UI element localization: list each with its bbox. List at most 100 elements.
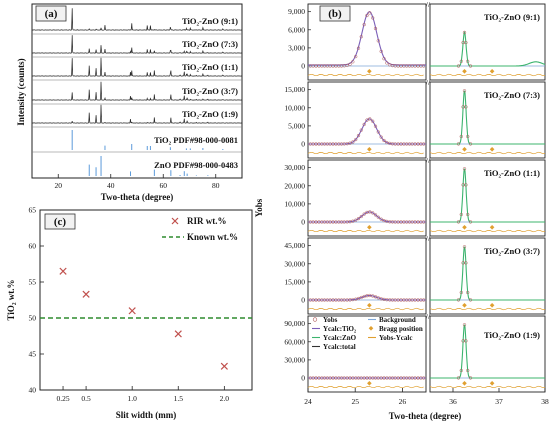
yobs-point	[466, 59, 470, 63]
yobs-point	[356, 296, 361, 301]
row-frame-left	[307, 159, 427, 237]
panel-b-letter-box	[319, 5, 351, 22]
yobs-point	[459, 212, 463, 217]
y-tick-label: 55	[29, 278, 37, 287]
rir-point-1	[59, 267, 67, 275]
y-tick-label: 45	[29, 350, 37, 359]
yobs-ycalc-left	[307, 229, 424, 233]
yobs-point	[376, 296, 380, 300]
axis-break: //	[426, 0, 431, 9]
yobs-ycalc-left	[307, 385, 424, 389]
ycalc-zno-curve	[430, 30, 546, 67]
legend-marker-yobs	[312, 317, 318, 322]
legend-label-2: Background	[379, 316, 416, 324]
y-tick-label: 40	[29, 386, 37, 395]
panel-c-plot: 40 45 50 55 60 65 0.25 0.5 1.0 1.5 2.0 RIR wt.% Know…	[29, 206, 252, 403]
yobs-point	[462, 30, 467, 35]
y-tick-label: 0	[301, 62, 305, 71]
xrd-pattern-2	[31, 35, 243, 54]
legend-label-6: Yobs-Ycalc	[379, 334, 412, 342]
yobs-point	[468, 298, 473, 302]
row-label-2: TiO₂-ZnO (7:3)	[484, 90, 540, 100]
y-tick-label: 0	[301, 296, 305, 305]
panel-a-letter-box	[35, 5, 67, 22]
yobs-point	[456, 298, 461, 302]
panel-a-pattern-labels: TiO₂-ZnO (9:1) TiO₂-ZnO (7:3) TiO₂-ZnO (1:…	[154, 16, 238, 170]
legend-marker-bragg	[368, 326, 374, 331]
x-tick-label: 60	[160, 181, 168, 190]
yobs-point	[348, 62, 352, 66]
panel-b-row-3: 0 10,000 20,000 30,000 TiO₂-ZnO (1:1) //	[284, 156, 546, 237]
x-tick-label: 20	[55, 181, 63, 190]
yobs-point	[462, 245, 467, 249]
rir-point-stroke	[82, 290, 90, 298]
legend-label-5: Ycalc:ZnO	[323, 334, 357, 342]
axis-break: //	[426, 78, 431, 87]
yobs-point	[356, 46, 361, 50]
panel-a-ylabel: Intensity (counts)	[16, 58, 26, 125]
row-label-5: TiO₂-ZnO (1:9)	[484, 330, 540, 340]
panel-b-ylabel: Yobs	[254, 198, 264, 217]
row-frame-right	[429, 3, 546, 81]
pattern-label-5: TiO₂-ZnO (1:9)	[182, 109, 238, 119]
row-frame-right	[429, 159, 546, 237]
y-tick-label: 60,000	[284, 337, 305, 346]
rir-point-5	[220, 362, 228, 370]
xrd-pattern-1	[31, 8, 243, 31]
yobs-point	[356, 133, 361, 138]
y-tick-label: 10,000	[284, 103, 305, 112]
yobs-point	[459, 290, 463, 295]
x-tick-label: 80	[212, 181, 220, 190]
yobs-point	[362, 22, 366, 27]
rir-point-stroke	[174, 330, 182, 338]
yobs-ycalc-left	[307, 73, 424, 77]
x-tick-label: 37	[495, 397, 503, 406]
bragg-zno-2-marker	[489, 69, 495, 74]
yobs-point	[466, 290, 470, 295]
panel-b-row-4: 0 15,000 30,000 45,000 TiO₂-ZnO (3:7) //	[284, 234, 546, 315]
yobs-point	[464, 339, 468, 343]
rir-point-4	[174, 330, 182, 338]
x-tick-label: 25	[351, 397, 359, 406]
row-frame-left	[307, 81, 427, 159]
xrd-pattern-4	[31, 81, 243, 101]
y-tick-label: 90,000	[284, 319, 305, 328]
y-tick-label: 50	[29, 314, 37, 323]
yobs-point	[362, 122, 366, 127]
yobs-point	[348, 141, 352, 145]
row-frame-left	[307, 237, 427, 315]
panel-c-letter: (c)	[54, 216, 67, 228]
panel-c-xlabel: Slit width (mm)	[116, 410, 177, 420]
rir-point-3	[128, 307, 136, 315]
yobs-point	[345, 63, 349, 68]
bragg-zno-marker	[462, 69, 467, 74]
bragg-tio2-marker	[367, 225, 372, 230]
bragg-zno-2-marker	[489, 303, 495, 308]
yobs-point	[376, 39, 380, 43]
axis-break: //	[426, 156, 431, 165]
yobs-point	[351, 140, 355, 144]
panel-c-ylabel: TiO₂ wt.%	[6, 279, 16, 320]
x-tick-label: 0.25	[56, 394, 69, 403]
row-frame-left	[307, 315, 427, 393]
legend-label-1: Yobs	[323, 316, 338, 324]
legend-label-rir: RIR wt.%	[187, 216, 227, 226]
yobs-point	[459, 134, 463, 139]
yobs-point	[456, 376, 461, 380]
y-tick-label: 15,000	[284, 277, 305, 286]
yobs-point	[373, 295, 378, 299]
panel-c: 40 45 50 55 60 65 0.25 0.5 1.0 1.5 2.0 RIR wt.% Know…	[6, 206, 253, 420]
yobs-point	[368, 210, 372, 214]
yobs-point	[373, 213, 378, 217]
yobs-point	[459, 368, 463, 373]
yobs-ycalc-left	[307, 151, 424, 155]
bragg-tio2-marker	[367, 381, 372, 386]
yobs-point	[371, 119, 375, 123]
panel-c-frame	[39, 209, 253, 391]
bragg-zno-2-marker	[489, 381, 495, 386]
pattern-label-4: TiO₂-ZnO (3:7)	[182, 86, 238, 96]
panel-a-patterns	[31, 8, 243, 153]
axis-break: //	[426, 234, 431, 243]
yobs-point	[456, 220, 461, 224]
